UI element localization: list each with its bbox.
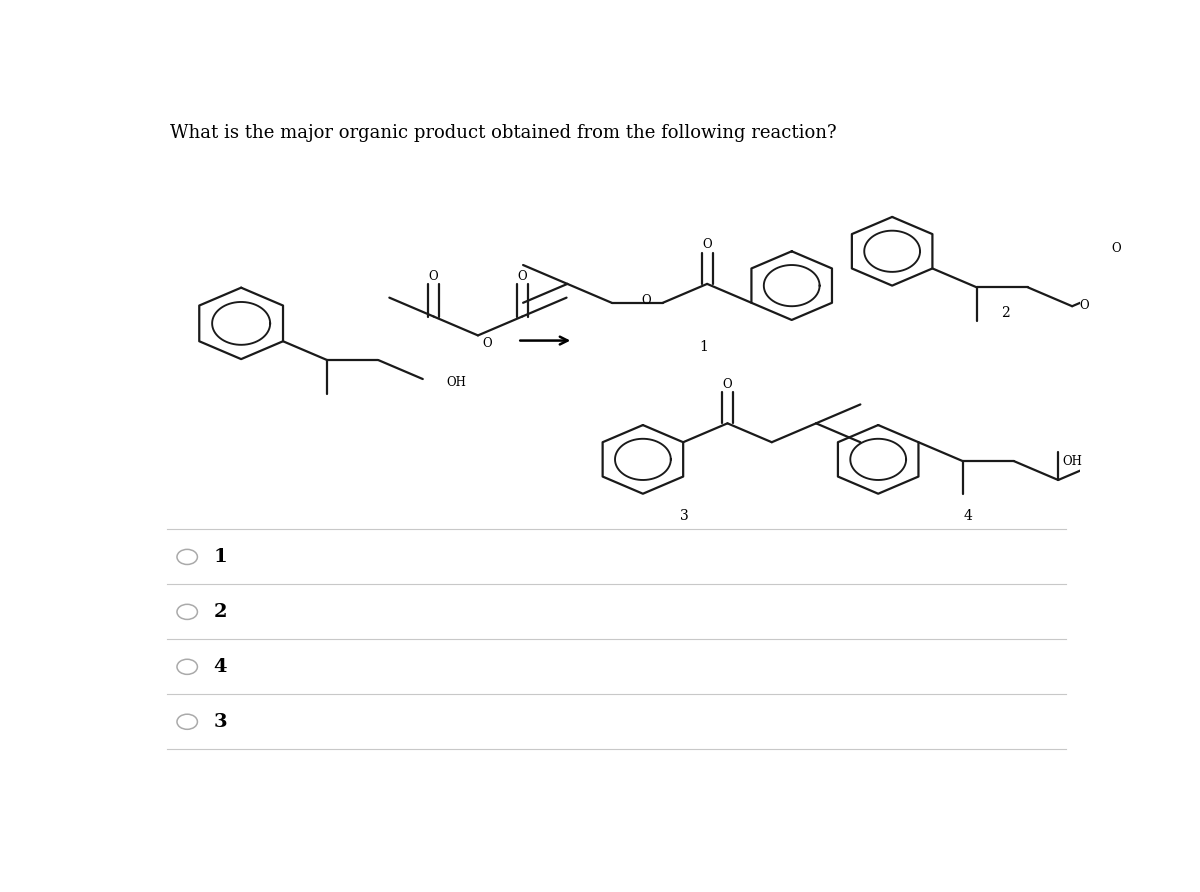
Text: 3: 3 — [680, 508, 689, 523]
Text: 2: 2 — [1001, 306, 1010, 320]
Text: O: O — [482, 337, 492, 351]
Text: 4: 4 — [964, 508, 973, 523]
Text: 1: 1 — [214, 548, 227, 566]
Text: 2: 2 — [214, 603, 227, 621]
Text: O: O — [1111, 242, 1121, 254]
Text: O: O — [517, 269, 527, 283]
Text: OH: OH — [446, 376, 466, 389]
Text: OH: OH — [1063, 455, 1082, 467]
Text: O: O — [641, 294, 650, 307]
Text: O: O — [702, 238, 712, 252]
Text: O: O — [1080, 299, 1090, 312]
Text: O: O — [722, 377, 732, 391]
Text: 3: 3 — [214, 713, 227, 731]
Text: O: O — [428, 269, 438, 283]
Text: What is the major organic product obtained from the following reaction?: What is the major organic product obtain… — [170, 124, 838, 142]
Text: 4: 4 — [214, 657, 227, 676]
Text: 1: 1 — [698, 341, 708, 354]
